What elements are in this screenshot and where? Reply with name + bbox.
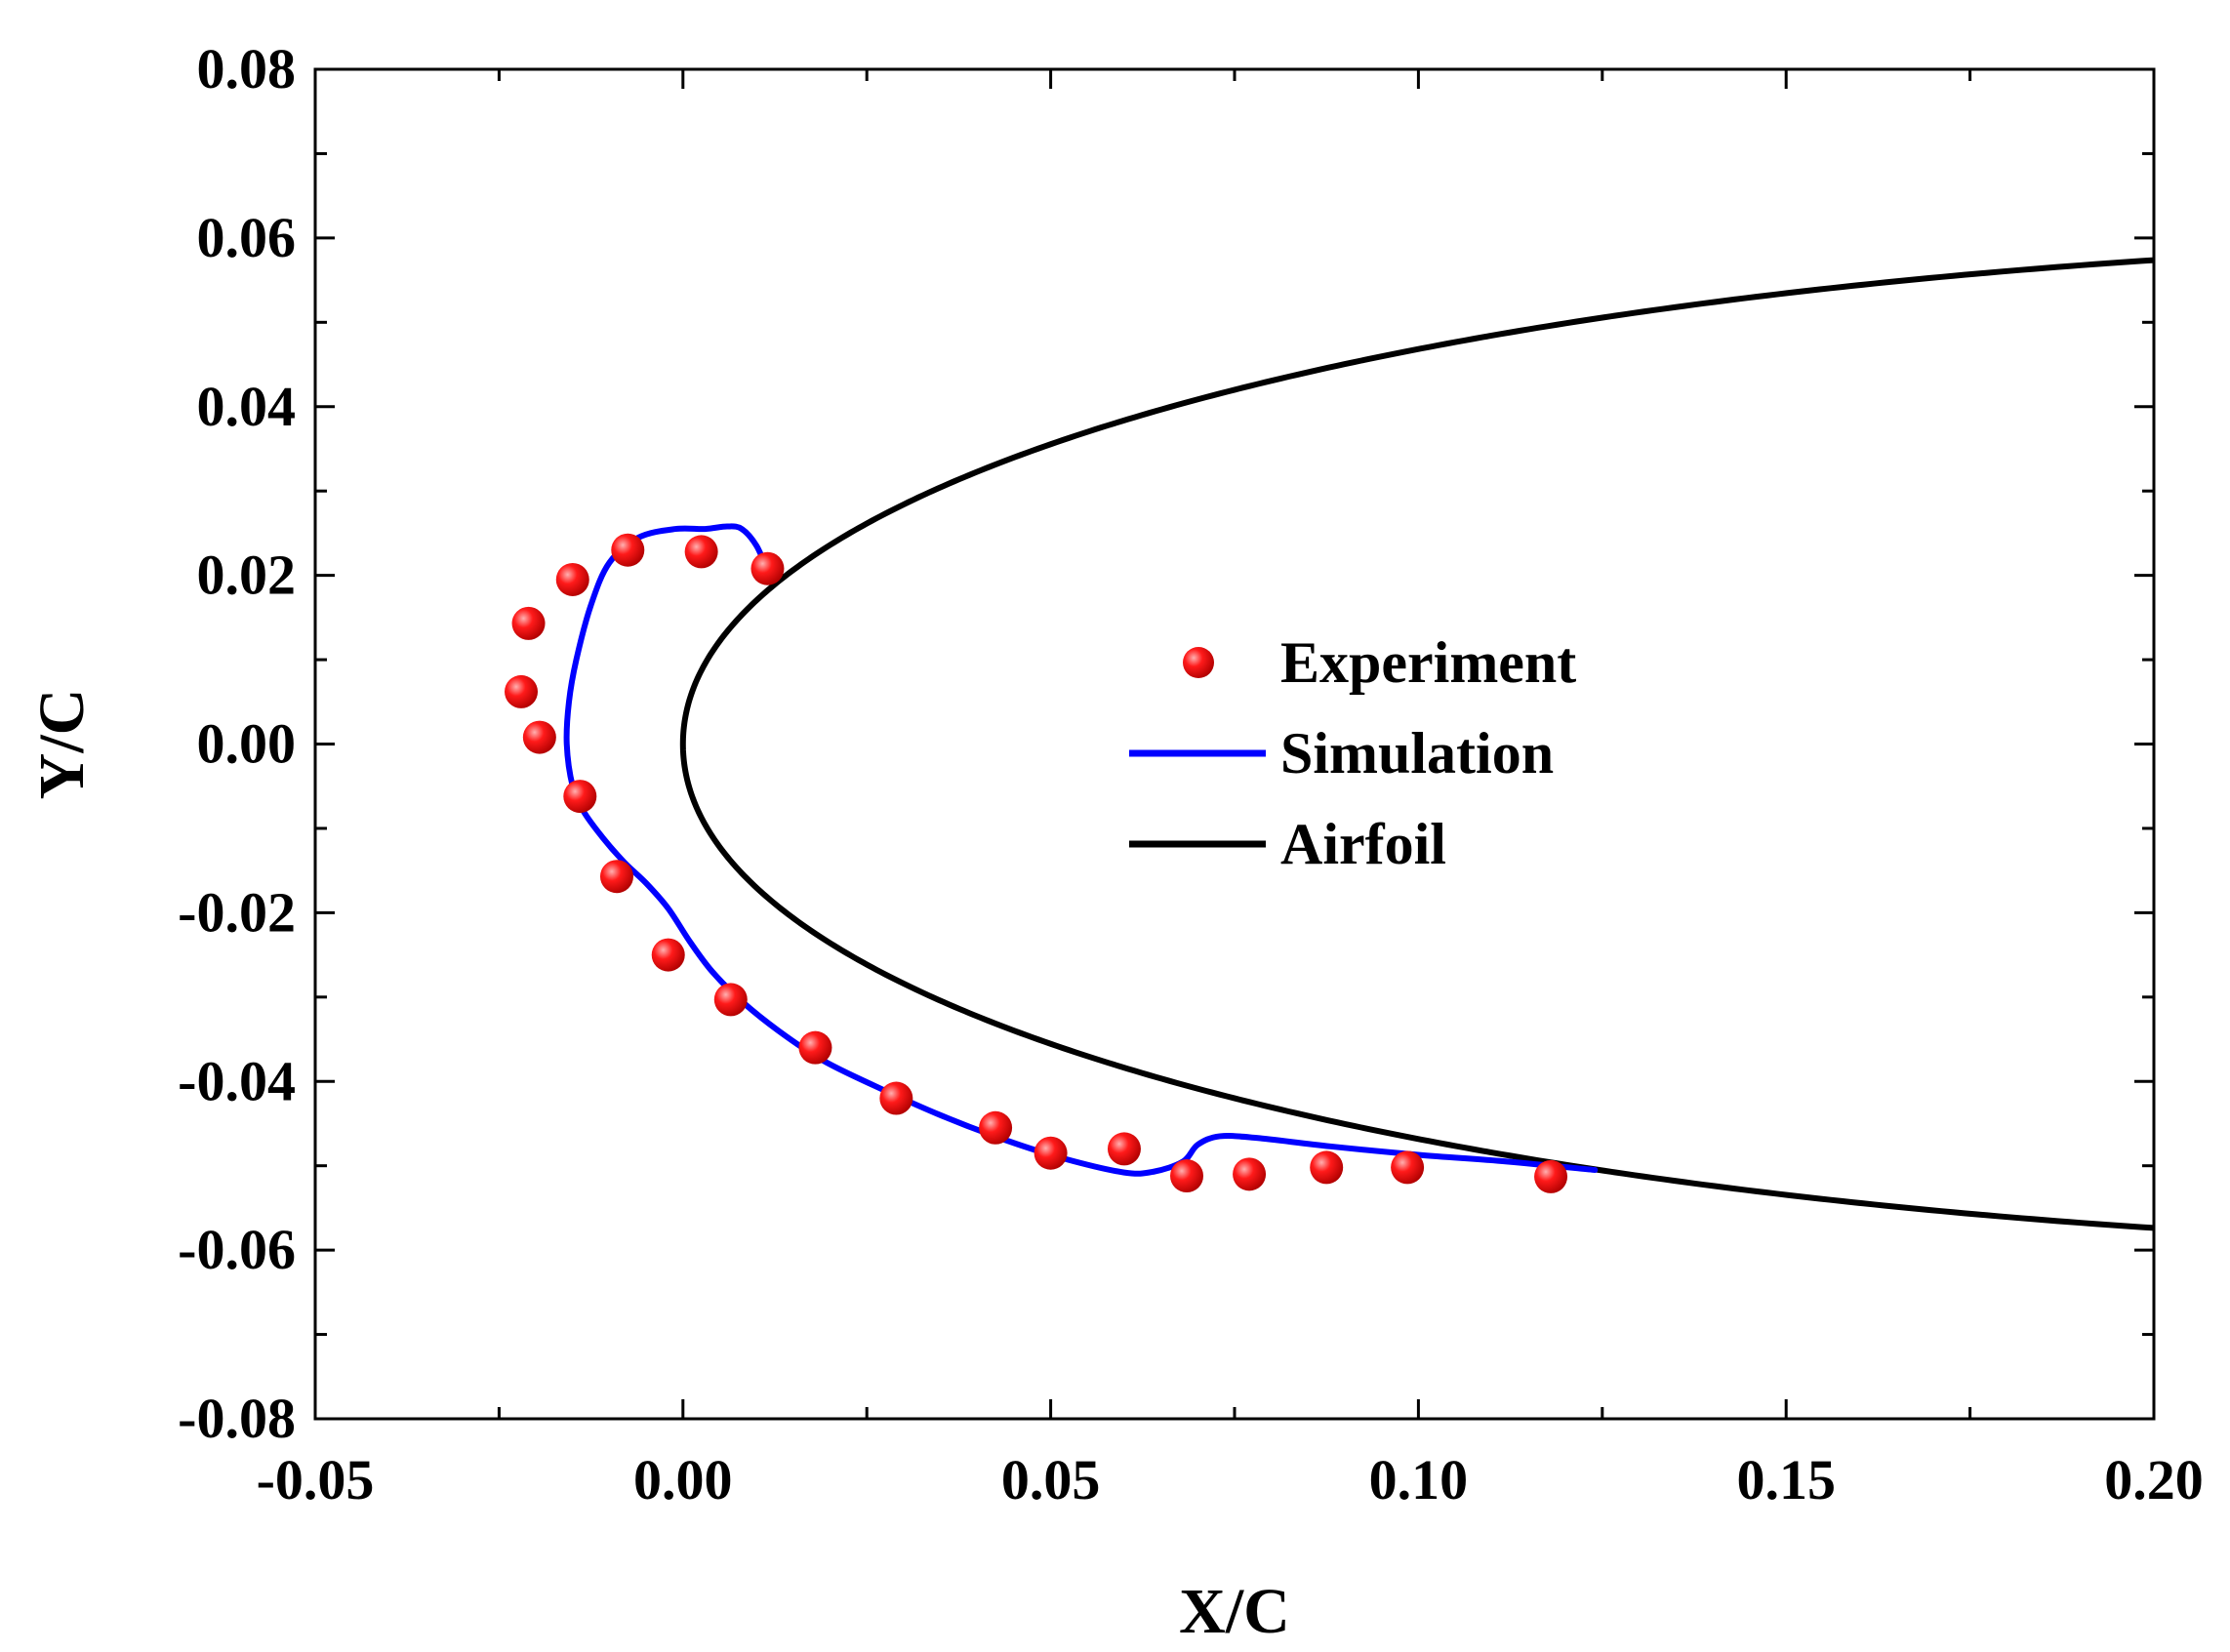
experiment-point (522, 720, 556, 754)
legend: Experiment Simulation Airfoil (1129, 630, 1576, 876)
experiment-point (611, 533, 645, 567)
x-tick-label: 0.10 (1369, 1448, 1469, 1511)
experiment-point (599, 860, 633, 894)
experiment-point (798, 1030, 832, 1065)
experiment-point (651, 938, 685, 972)
experiment-point (1310, 1150, 1344, 1185)
legend-label-experiment: Experiment (1280, 630, 1576, 695)
y-tick-label: 0.06 (197, 206, 297, 269)
experiment-point (1170, 1159, 1204, 1193)
y-tick-label: 0.00 (197, 712, 297, 776)
x-tick-label: -0.05 (257, 1448, 375, 1511)
legend-label-simulation: Simulation (1280, 721, 1554, 786)
experiment-point (563, 780, 597, 814)
y-tick-label: 0.04 (197, 375, 297, 438)
x-axis-title: X/C (1179, 1576, 1290, 1647)
experiment-point (684, 535, 718, 569)
y-tick-label: 0.08 (197, 37, 297, 101)
y-tick-label: -0.02 (178, 880, 296, 944)
x-tick-label: 0.00 (633, 1448, 733, 1511)
experiment-point (750, 551, 785, 585)
y-tick-label: 0.02 (197, 544, 297, 607)
y-tick-label: -0.04 (178, 1049, 296, 1112)
y-tick-label: -0.08 (178, 1387, 296, 1450)
experiment-point (879, 1081, 913, 1115)
experiment-point (1034, 1136, 1068, 1170)
experiment-point (505, 674, 539, 708)
x-tick-label: 0.15 (1736, 1448, 1836, 1511)
experiment-point (511, 606, 546, 640)
experiment-point (1107, 1132, 1141, 1166)
airfoil-line (679, 257, 2154, 1231)
legend-label-airfoil: Airfoil (1280, 812, 1446, 876)
x-tick-label: 0.20 (2104, 1448, 2204, 1511)
experiment-point (979, 1110, 1013, 1145)
y-tick-label: -0.06 (178, 1218, 296, 1281)
experiment-point (713, 983, 748, 1017)
x-tick-label: 0.05 (1001, 1448, 1101, 1511)
experiment-point (1391, 1150, 1425, 1185)
experiment-point (1534, 1159, 1568, 1193)
experiment-point (555, 562, 589, 596)
y-axis-title: Y/C (26, 689, 98, 800)
experiment-point (1233, 1157, 1267, 1191)
legend-marker-experiment (1183, 647, 1214, 678)
